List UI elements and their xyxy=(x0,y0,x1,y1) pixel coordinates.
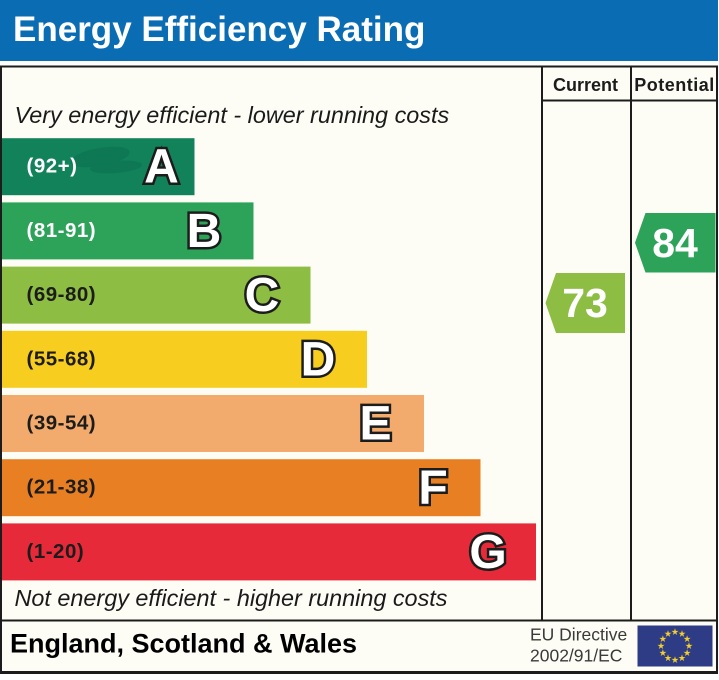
svg-text:G: G xyxy=(469,526,506,579)
svg-text:(55-68): (55-68) xyxy=(27,347,97,370)
svg-text:England, Scotland & Wales: England, Scotland & Wales xyxy=(10,629,357,659)
svg-text:A: A xyxy=(144,141,179,194)
svg-text:EU Directive: EU Directive xyxy=(530,625,627,645)
svg-text:B: B xyxy=(187,205,222,258)
svg-text:(92+): (92+) xyxy=(27,155,78,178)
svg-text:E: E xyxy=(359,398,391,451)
svg-text:(21-38): (21-38) xyxy=(27,476,97,499)
svg-text:Energy Efficiency Rating: Energy Efficiency Rating xyxy=(13,10,425,49)
svg-text:Not energy efficient - higher: Not energy efficient - higher running co… xyxy=(15,585,448,611)
svg-text:2002/91/EC: 2002/91/EC xyxy=(530,646,622,666)
svg-text:Very energy efficient - lower: Very energy efficient - lower running co… xyxy=(15,102,450,128)
svg-text:(69-80): (69-80) xyxy=(27,283,97,306)
svg-text:C: C xyxy=(245,269,280,322)
svg-text:Current: Current xyxy=(553,75,618,95)
svg-text:(1-20): (1-20) xyxy=(27,540,85,563)
svg-text:(39-54): (39-54) xyxy=(27,412,97,435)
svg-text:Potential: Potential xyxy=(634,75,715,95)
svg-text:73: 73 xyxy=(562,280,608,326)
svg-text:84: 84 xyxy=(652,220,698,266)
svg-text:D: D xyxy=(301,333,336,386)
svg-text:(81-91): (81-91) xyxy=(27,219,97,242)
svg-text:F: F xyxy=(418,462,447,515)
